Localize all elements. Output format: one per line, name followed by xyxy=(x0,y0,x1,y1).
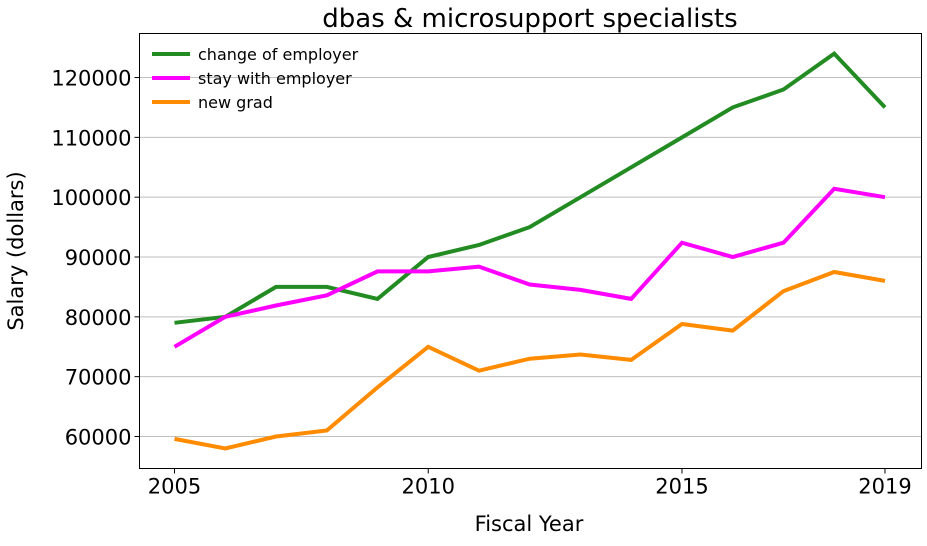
x-tick-label: 2010 xyxy=(402,475,455,499)
y-tick-label: 60000 xyxy=(65,425,132,449)
series-line-new-grad xyxy=(174,269,886,451)
x-tick-label: 2015 xyxy=(655,475,708,499)
y-tick-label: 120000 xyxy=(51,67,131,91)
y-tick-label: 110000 xyxy=(51,126,131,150)
legend: change of employer stay with employer new … xyxy=(152,45,359,112)
x-tick-label: 2019 xyxy=(858,475,911,499)
x-tick-label: 2005 xyxy=(148,475,201,499)
chart-title: dbas & microsupport specialists xyxy=(322,4,737,34)
y-tick-label: 90000 xyxy=(65,246,132,270)
plot-frame xyxy=(139,33,922,469)
legend-label: new grad xyxy=(198,93,273,112)
x-axis-label: Fiscal Year xyxy=(475,512,584,536)
legend-label: stay with employer xyxy=(198,69,352,88)
y-tick-label: 80000 xyxy=(65,306,132,330)
y-tick-label: 70000 xyxy=(65,366,132,390)
series-line-change-of-employer xyxy=(174,50,887,325)
y-axis-label: Salary (dollars) xyxy=(4,171,28,330)
legend-label: change of employer xyxy=(198,45,359,64)
series-line-stay-with-employer xyxy=(173,186,886,349)
y-tick-label: 100000 xyxy=(51,186,131,210)
